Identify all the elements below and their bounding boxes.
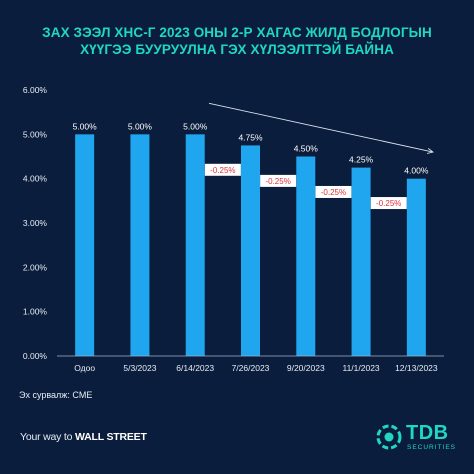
y-tick-label: 4.00%: [23, 174, 48, 184]
trend-arrow-line: [208, 102, 434, 153]
change-label-text: -0.25%: [265, 177, 290, 186]
change-label-box: [315, 185, 352, 198]
tdb-logo-icon: [376, 424, 402, 450]
y-axis: 0.00% 1.00% 2.00% 3.00% 4.00% 5.00% 6.00%: [23, 85, 48, 361]
bar-value-label: 4.75%: [238, 132, 263, 142]
bar: [241, 145, 260, 356]
change-label: -0.25%: [315, 185, 352, 198]
source-note: Эх сурвалж: CME: [19, 390, 93, 400]
logo-sub: SECURITIES: [407, 444, 457, 451]
chart-title-line-2: ХҮҮГЭЭ БУУРУУЛНА ГЭХ ХҮЛЭЭЛТТЭЙ БАЙНА: [80, 42, 394, 57]
y-tick-label: 0.00%: [23, 351, 48, 361]
x-tick-label: 5/3/2023: [123, 363, 156, 373]
change-label: -0.25%: [204, 163, 241, 176]
x-axis: Одоо 5/3/2023 6/14/2023 7/26/2023 9/20/2023 1…: [57, 355, 444, 373]
bar-value-label: 5.00%: [73, 121, 98, 131]
bar-value-label: 4.00%: [404, 166, 429, 176]
bar: [130, 134, 150, 356]
x-tick-label: Одоо: [74, 363, 95, 373]
change-label-text: -0.25%: [376, 199, 401, 208]
x-tick-label: 7/26/2023: [232, 363, 270, 373]
trend-arrow-head: [427, 148, 434, 154]
tagline-bold: WALL STREET: [75, 431, 147, 443]
chart-title-line-1: ЗАХ ЗЭЭЛ ХНС-Г 2023 ОНЫ 2-Р ХАГАС ЖИЛД Б…: [42, 25, 432, 40]
change-label: -0.25%: [260, 174, 297, 187]
bar: [185, 134, 205, 356]
change-label: -0.25%: [370, 197, 407, 210]
y-tick-label: 3.00%: [23, 218, 48, 228]
change-label-text: -0.25%: [321, 188, 346, 197]
x-tick-label: 12/13/2023: [395, 363, 438, 373]
chart-title: ЗАХ ЗЭЭЛ ХНС-Г 2023 ОНЫ 2-Р ХАГАС ЖИЛД Б…: [0, 24, 474, 58]
change-label-box: [204, 163, 241, 176]
trend-arrow: [208, 102, 434, 154]
y-tick-label: 1.00%: [23, 307, 48, 317]
bars: 5.00% 5.00% 5.00% 4.75% 4.50% 4.25% 4.00%: [73, 121, 429, 356]
tagline-prefix: Your way to: [20, 431, 75, 443]
y-tick-label: 6.00%: [23, 85, 48, 95]
change-labels: -0.25% -0.25% -0.25% -0.25%: [204, 163, 407, 210]
x-tick-label: 11/1/2023: [342, 363, 379, 373]
bar: [296, 156, 316, 356]
y-tick-label: 5.00%: [23, 129, 48, 139]
bar: [351, 167, 371, 356]
bar-value-label: 5.00%: [183, 121, 208, 131]
bar: [406, 178, 426, 356]
change-label-box: [370, 197, 407, 210]
change-label-box: [260, 174, 297, 187]
x-tick-label: 6/14/2023: [176, 363, 214, 373]
x-tick-label: 9/20/2023: [287, 363, 325, 373]
tagline: Your way to WALL STREET: [20, 431, 147, 443]
logo-name: TDB: [406, 422, 449, 444]
bar-value-label: 4.25%: [349, 155, 374, 165]
change-label-text: -0.25%: [210, 166, 235, 175]
bar-value-label: 5.00%: [128, 121, 153, 131]
bar: [75, 134, 95, 356]
tdb-logo: TDB SECURITIES: [376, 421, 456, 455]
bar-value-label: 4.50%: [294, 144, 319, 154]
y-tick-label: 2.00%: [23, 262, 48, 272]
